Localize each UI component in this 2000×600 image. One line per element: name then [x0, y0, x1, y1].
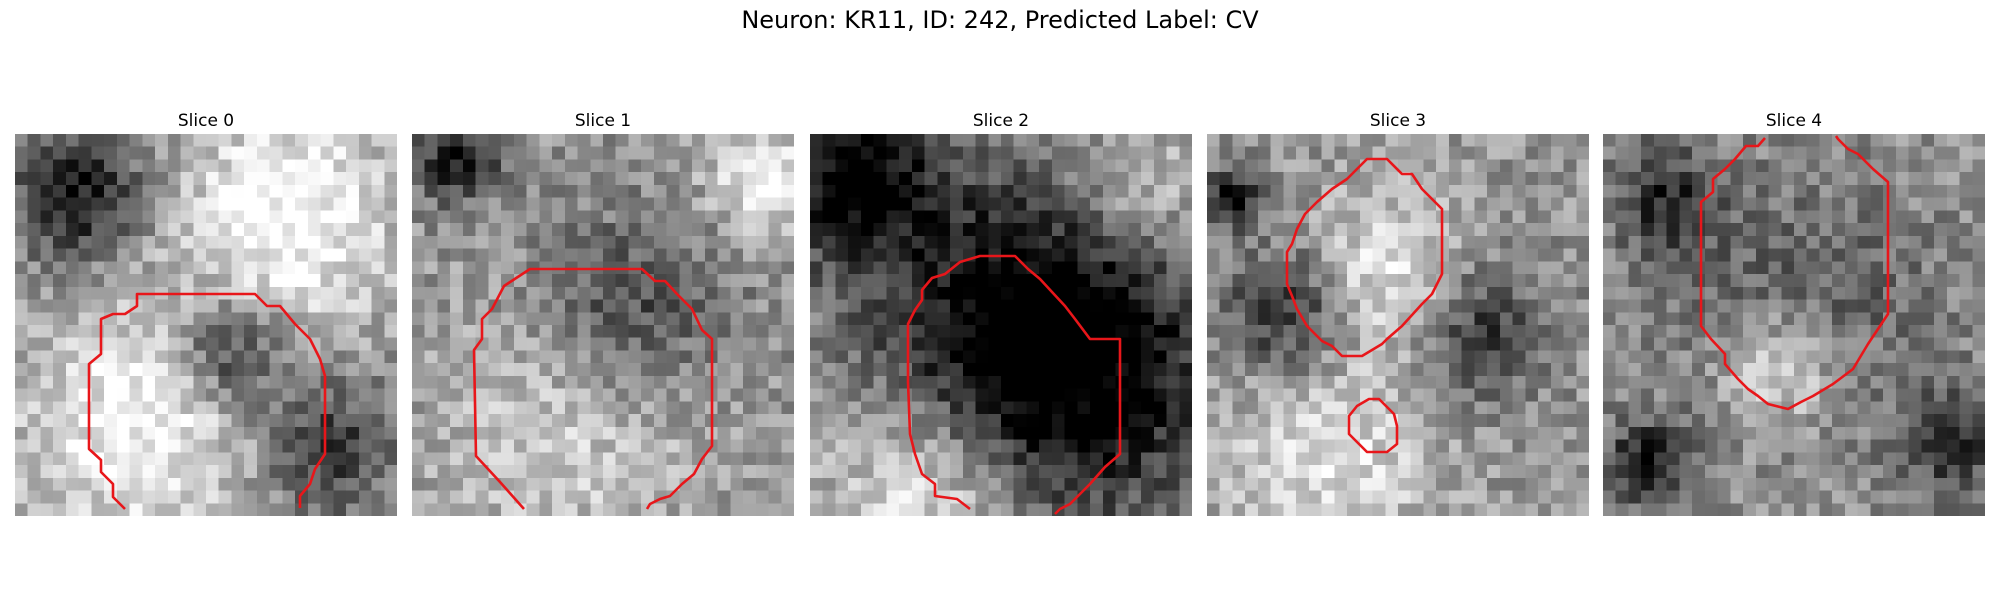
- grayscale-slice: [1207, 134, 1589, 516]
- slice-title: Slice 2: [972, 111, 1030, 131]
- slice-title: Slice 4: [1765, 111, 1823, 131]
- contour-line: [1285, 157, 1444, 358]
- contour-line: [906, 254, 1122, 515]
- contour-line: [87, 292, 327, 510]
- slice-panel-0: Slice 0: [15, 110, 397, 516]
- roi-contour: [1699, 135, 1890, 411]
- roi-contour: [1285, 157, 1444, 454]
- slice-title: Slice 3: [1369, 111, 1427, 131]
- grayscale-slice: [810, 134, 1192, 516]
- grayscale-slice: [1603, 134, 1985, 516]
- slice-panel-1: Slice 1: [412, 110, 794, 516]
- slice-panel-4: Slice 4: [1603, 110, 1985, 516]
- contour-line: [1347, 397, 1399, 454]
- contour-line: [1699, 135, 1890, 411]
- slice-panel-3: Slice 3: [1207, 110, 1589, 516]
- roi-contour: [906, 254, 1122, 515]
- slice-image: [1207, 134, 1589, 516]
- contour-line: [472, 267, 714, 510]
- figure-title: Neuron: KR11, ID: 242, Predicted Label: …: [741, 6, 1259, 34]
- slice-image: [810, 134, 1192, 516]
- slice-title: Slice 0: [177, 111, 235, 131]
- slice-image: [1603, 134, 1985, 516]
- slice-image: [412, 134, 794, 516]
- slice-panel-2: Slice 2: [810, 110, 1192, 516]
- slice-image: [15, 134, 397, 516]
- roi-contour: [87, 292, 327, 510]
- slice-title: Slice 1: [574, 111, 632, 131]
- roi-contour: [472, 267, 714, 510]
- grayscale-slice: [15, 134, 397, 516]
